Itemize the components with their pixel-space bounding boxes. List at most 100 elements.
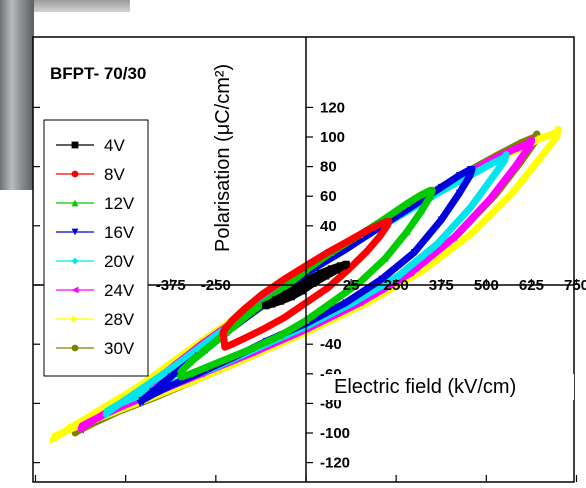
data-point-8v [219,328,227,336]
data-point-16v [468,166,476,173]
legend-marker [71,344,79,352]
data-point-8v [280,275,288,283]
data-point-28v [50,437,57,444]
y-tick-label: 100 [320,129,345,146]
data-point-20v [138,385,146,392]
data-point-20v [488,160,496,168]
data-point-8v [345,237,353,245]
x-axis-title-bg [324,374,574,400]
legend-item-4v: 4V [56,136,125,155]
data-point-28v [509,188,517,196]
data-point-24v [528,136,535,144]
chart-title: BFPT- 70/30 [50,64,146,83]
data-point-20v [116,400,124,407]
data-point-4v [317,269,324,277]
legend-item-30v: 30V [56,339,135,358]
data-point-8v [324,284,332,292]
legend-item-20v: 20V [56,252,135,271]
data-point-12v [403,228,411,236]
data-point-12v [418,207,425,215]
data-point-20v [434,240,442,247]
data-point-28v [468,229,476,237]
y-tick-label: 40 [320,218,337,235]
data-point-20v [466,204,474,212]
data-point-16v [378,275,386,283]
data-point-24v [93,414,101,422]
data-point-16v [466,172,474,179]
legend-marker [71,228,79,236]
data-point-4v [288,293,295,301]
data-point-16v [342,299,350,307]
data-point-16v [167,382,175,390]
legend-marker [71,315,79,323]
legend-item-16v: 16V [56,223,135,242]
data-point-4v [295,283,303,290]
data-point-8v [376,232,384,240]
x-tick-label: -250 [201,277,231,294]
data-point-8v [228,317,236,324]
y-axis-title: Polarisation (μC/cm²) [212,64,234,252]
data-point-12v [327,299,335,307]
data-point-20v [349,299,357,307]
data-point-4v [306,275,314,283]
y-tick-label: -40 [320,336,342,353]
data-point-12v [427,192,434,200]
legend: 4V 8V 12V 16V 20V 24V 28V 30V [43,119,149,377]
data-point-16v [149,391,157,398]
legend-marker [71,199,79,207]
data-point-28v [95,407,103,415]
data-point-28v [68,425,75,432]
data-point-12v [403,200,411,207]
data-point-20v [102,411,110,419]
data-point-8v [259,290,267,298]
legend-marker [71,286,79,294]
x-tick-label: 0 [302,277,310,294]
x-axis-label: Electric field (kV/cm) [334,376,516,398]
y-axis-label: Polarisation (μC/cm²) [212,64,234,252]
legend-box [43,119,149,377]
x-tick-label: 375 [429,277,454,294]
data-point-16v [437,183,445,191]
legend-label: 20V [104,252,135,271]
data-point-8v [241,334,249,342]
data-point-8v [280,314,288,321]
data-point-12v [277,331,285,339]
y-tick-label: 80 [320,159,337,176]
data-point-4v [282,290,290,298]
data-point-24v [511,145,519,153]
data-point-28v [537,135,544,142]
series-8v [219,217,393,351]
data-point-16v [455,172,463,179]
data-point-16v [455,189,463,197]
data-point-20v [502,151,510,159]
legend-item-28v: 28V [56,310,135,329]
data-point-8v [221,343,229,351]
data-point-4v [262,302,270,310]
x-tick-label: 625 [519,277,544,294]
y-tick-label: -100 [320,425,350,442]
data-point-4v [327,265,335,273]
data-point-28v [553,129,561,136]
data-point-12v [428,186,436,194]
data-point-12v [381,254,389,262]
data-point-28v [51,432,59,440]
data-point-4v [298,287,306,295]
data-point-20v [500,157,508,165]
x-tick-label: 25 [343,277,360,294]
legend-marker [71,141,79,149]
data-point-24v [407,269,414,277]
data-point-20v [170,363,178,370]
data-point-16v [167,373,175,381]
data-point-24v [77,426,84,434]
legend-label: 12V [104,194,135,213]
data-point-8v [363,226,371,234]
data-point-12v [248,345,256,353]
data-point-4v [277,297,285,305]
data-point-24v [526,142,534,150]
legend-label: 24V [104,281,135,300]
data-point-20v [394,272,402,280]
data-point-8v [259,326,267,333]
legend-marker [71,257,79,265]
data-point-8v [383,222,391,230]
data-point-16v [410,249,418,256]
